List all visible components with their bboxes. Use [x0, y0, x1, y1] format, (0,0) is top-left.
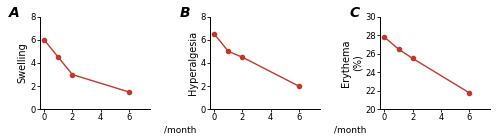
Y-axis label: Hyperalgesia: Hyperalgesia [188, 31, 198, 95]
Text: /month: /month [164, 126, 196, 135]
Text: B: B [180, 6, 190, 20]
Text: C: C [350, 6, 360, 20]
Text: /month: /month [334, 126, 366, 135]
Y-axis label: Swelling: Swelling [18, 43, 28, 83]
Text: A: A [10, 6, 20, 20]
Y-axis label: Erythema
(%): Erythema (%) [341, 39, 362, 87]
